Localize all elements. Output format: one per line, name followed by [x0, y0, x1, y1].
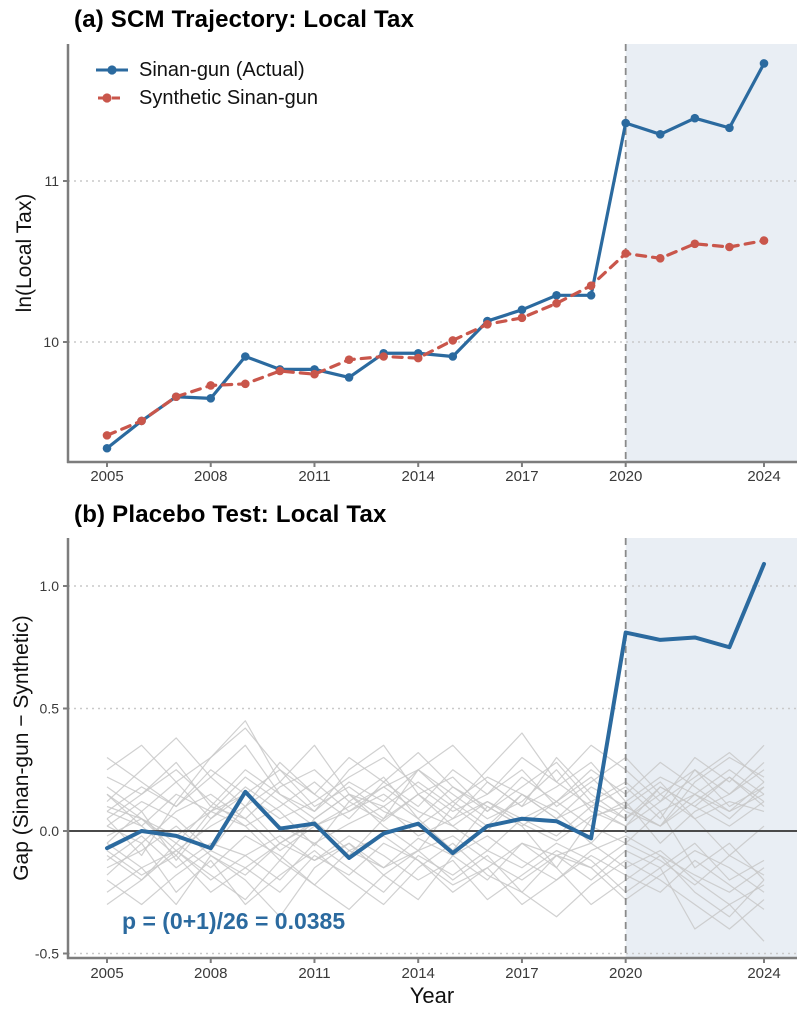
placebo-line [106, 793, 765, 881]
data-point [413, 353, 423, 363]
data-point [552, 299, 561, 308]
x-tick-label: 2005 [90, 965, 123, 982]
actual-line-dot-icon [96, 65, 128, 75]
panel-b-y-axis-title: Gap (Sinan-gun − Synthetic) [10, 615, 33, 881]
x-tick-label: 2011 [298, 965, 330, 982]
panel-a-legend: Sinan-gun (Actual) Synthetic Sinan-gun [94, 57, 318, 111]
series-line [105, 238, 766, 437]
panel-b-title: (b) Placebo Test: Local Tax [74, 501, 387, 528]
data-point [655, 130, 665, 139]
x-tick-label: 2005 [90, 468, 123, 485]
placebo-line [106, 769, 765, 827]
p-value-annotation: p = (0+1)/26 = 0.0385 [122, 908, 346, 934]
legend-item-actual: Sinan-gun (Actual) [94, 57, 318, 83]
placebo-line [106, 720, 765, 857]
data-point [621, 249, 630, 258]
data-point [586, 281, 596, 290]
placebo-line [106, 744, 765, 813]
placebo-line [106, 842, 765, 918]
placebo-line [106, 769, 765, 844]
data-point [725, 242, 734, 252]
x-tick-label: 2024 [747, 468, 780, 485]
x-tick-label: 2017 [505, 965, 538, 982]
placebo-line [106, 835, 765, 893]
data-point [448, 352, 458, 361]
x-axis-title: Year [409, 983, 455, 1008]
data-point [655, 253, 665, 263]
panel-a-y-axis-title: ln(Local Tax) [13, 193, 36, 313]
data-point [448, 336, 458, 345]
x-tick-label: 2014 [402, 965, 435, 982]
y-tick-label: 1.0 [40, 578, 60, 594]
y-tick-label: 11 [44, 173, 59, 189]
placebo-line [106, 835, 765, 906]
placebo-line [106, 744, 765, 857]
x-tick-label: 2024 [747, 965, 780, 982]
y-tick-label: 0.0 [40, 823, 60, 839]
placebo-line [106, 842, 765, 910]
data-point [102, 431, 112, 440]
data-point [759, 236, 769, 245]
synthetic-dash-dot-icon [98, 93, 124, 103]
data-point [586, 291, 596, 300]
x-tick-label: 2008 [194, 965, 227, 982]
legend-item-synthetic: Synthetic Sinan-gun [94, 85, 318, 111]
series-line [105, 561, 766, 860]
legend-label-synthetic: Synthetic Sinan-gun [139, 86, 319, 109]
y-tick-label: 0.5 [40, 701, 60, 717]
data-point [102, 443, 112, 453]
data-point [690, 113, 700, 123]
legend-label-actual: Sinan-gun (Actual) [139, 58, 305, 81]
x-tick-label: 2014 [402, 468, 435, 485]
placebo-line [106, 835, 765, 942]
data-point [690, 239, 700, 249]
x-tick-label: 2008 [194, 468, 227, 485]
data-point [344, 373, 354, 382]
x-tick-label: 2020 [609, 468, 642, 485]
data-point [171, 392, 181, 402]
data-point [517, 305, 527, 315]
data-point [241, 352, 250, 361]
post-treatment-shade [625, 538, 797, 958]
x-tick-label: 2020 [609, 965, 642, 982]
y-tick-label: 10 [43, 334, 59, 350]
data-point [137, 416, 146, 426]
placebo-line [106, 737, 765, 820]
data-point [725, 123, 734, 133]
placebo-line [106, 756, 765, 820]
panel-a-title: (a) SCM Trajectory: Local Tax [74, 6, 415, 33]
data-point [621, 118, 630, 128]
y-tick-label: -0.5 [35, 946, 59, 962]
placebo-line [106, 732, 765, 862]
data-point [275, 366, 285, 376]
data-point [206, 381, 216, 390]
post-treatment-shade [625, 44, 797, 462]
data-point [379, 352, 388, 361]
placebo-line [106, 835, 765, 901]
data-point [310, 369, 319, 379]
data-point [344, 355, 354, 365]
data-point [759, 59, 769, 68]
x-tick-label: 2011 [298, 468, 330, 485]
placebo-line [106, 820, 765, 893]
placebo-line [106, 727, 765, 808]
data-point [552, 291, 561, 300]
series-line [105, 61, 766, 450]
placebo-line [106, 842, 765, 906]
placebo-line [106, 761, 765, 852]
data-point [483, 319, 492, 329]
placebo-line [106, 769, 765, 827]
data-point [241, 379, 250, 389]
data-point [517, 313, 527, 323]
x-tick-label: 2017 [505, 468, 538, 485]
data-point [206, 394, 216, 403]
